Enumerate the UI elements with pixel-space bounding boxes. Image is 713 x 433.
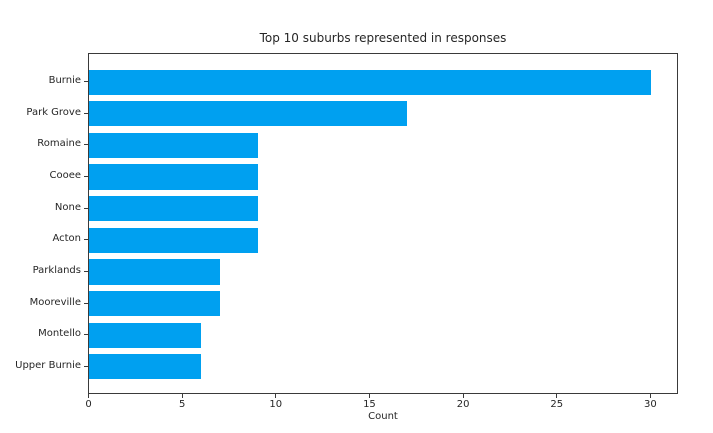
- x-tick-label: 0: [85, 399, 92, 410]
- x-tick: [462, 394, 464, 398]
- chart-title: Top 10 suburbs represented in responses: [259, 31, 507, 45]
- y-tick: [84, 176, 88, 178]
- y-tick: [84, 207, 88, 209]
- bar-burnie: [89, 69, 651, 95]
- bar-acton: [89, 227, 258, 253]
- bar-parklands: [89, 259, 221, 285]
- y-tick-label: Montello: [38, 328, 81, 340]
- x-tick: [649, 394, 651, 398]
- x-tick: [88, 394, 89, 398]
- y-tick: [84, 334, 88, 336]
- x-tick: [556, 394, 558, 398]
- y-tick-label: None: [54, 201, 81, 213]
- x-tick-label: 15: [363, 399, 376, 410]
- y-tick: [84, 81, 88, 83]
- x-tick: [275, 394, 277, 398]
- y-tick: [84, 112, 88, 114]
- y-tick: [84, 270, 88, 272]
- x-tick-label: 30: [644, 399, 657, 410]
- y-tick-label: Burnie: [48, 75, 81, 87]
- x-tick-label: 20: [456, 399, 470, 410]
- y-tick-label: Park Grove: [26, 106, 81, 118]
- x-tick: [181, 394, 183, 398]
- bar-park-grove: [89, 101, 408, 127]
- y-tick-label: Upper Burnie: [15, 359, 81, 371]
- y-tick: [84, 365, 88, 367]
- x-tick-label: 5: [178, 399, 186, 410]
- y-tick-label: Romaine: [37, 138, 81, 150]
- x-axis-title: Count: [368, 411, 398, 422]
- plot-area: [88, 53, 678, 394]
- x-tick: [368, 394, 370, 398]
- y-tick-label: Mooreville: [29, 296, 81, 308]
- y-tick-label: Cooee: [49, 170, 81, 182]
- x-tick-label: 10: [269, 399, 283, 410]
- y-tick-label: Parklands: [32, 264, 81, 276]
- bar-upper-burnie: [89, 354, 202, 380]
- y-tick-label: Acton: [52, 233, 81, 245]
- bar-romaine: [89, 132, 258, 159]
- y-tick: [84, 144, 88, 146]
- bar-montello: [89, 322, 202, 348]
- bar-none: [89, 196, 258, 222]
- bar-mooreville: [89, 290, 221, 317]
- x-tick-label: 25: [550, 399, 564, 410]
- y-tick: [84, 302, 88, 304]
- y-tick: [84, 239, 88, 241]
- bar-cooee: [89, 164, 258, 190]
